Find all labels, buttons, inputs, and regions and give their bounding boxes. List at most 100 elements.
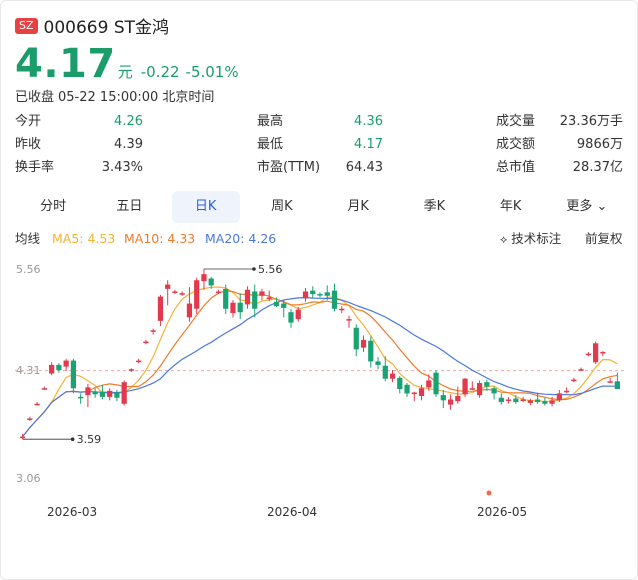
price-change-pct: -5.01% (185, 63, 239, 81)
candle-body (520, 399, 526, 401)
candle-body (244, 289, 251, 305)
x-axis-label-2: 2026-05 (477, 505, 528, 519)
candle-body (360, 339, 367, 348)
candle-body (527, 400, 533, 403)
candle-body (230, 302, 236, 314)
event-marker-dot (486, 490, 492, 496)
tab-6[interactable]: 年K (477, 191, 545, 223)
tab-label: 日K (194, 199, 217, 214)
candle-body (252, 291, 258, 309)
candle-body (99, 391, 106, 397)
candle-body (353, 327, 359, 350)
candle-body (607, 381, 613, 383)
candle-body (382, 365, 388, 379)
candle-body (418, 388, 425, 397)
tab-1[interactable]: 五日 (95, 191, 163, 223)
status-text: 已收盘 (15, 90, 55, 105)
tab-label: 月K (347, 199, 369, 214)
tech-annotation-toggle[interactable]: ⟡ 技术标注 (500, 230, 561, 249)
candle-body (426, 380, 432, 388)
candle-body (56, 364, 62, 371)
candle-body (375, 361, 381, 365)
candle-body (614, 381, 620, 390)
candle-body (288, 312, 294, 323)
candle-body (63, 360, 69, 367)
status-timezone: 北京时间 (162, 90, 215, 105)
tab-5[interactable]: 季K (400, 191, 468, 223)
tab-label: 年K (499, 199, 522, 214)
stat-value: 9866万 (576, 137, 623, 152)
candle-body (563, 390, 570, 393)
stat-label: 总市值 (496, 160, 536, 175)
candle-body (259, 291, 265, 296)
x-axis-label-1: 2026-04 (267, 505, 318, 519)
candle-body (585, 353, 591, 356)
candle-body (513, 398, 519, 403)
candle-body (411, 392, 417, 395)
candle-body (295, 309, 301, 320)
kline-chart[interactable]: 5.564.313.065.563.59 (15, 253, 625, 503)
candle-body (41, 388, 47, 390)
candle-body (389, 373, 396, 379)
stat-label: 市盈(TTM) (257, 160, 321, 175)
chevron-down-icon: ⌄ (592, 199, 608, 214)
candle-body (136, 360, 142, 363)
candle-body (215, 291, 222, 293)
price-change: -0.22 (140, 63, 180, 81)
candle-body (194, 280, 200, 309)
candle-body (85, 387, 91, 396)
candle-body (447, 399, 454, 405)
stat-value: 3.43% (101, 160, 143, 175)
ma20-value: MA20: 4.26 (205, 231, 277, 246)
candle-body (273, 301, 280, 307)
tab-label: 更多 (566, 199, 593, 214)
ma-label: 均线 (15, 231, 41, 246)
tab-3[interactable]: 周K (248, 191, 316, 223)
tab-0[interactable]: 分时 (19, 191, 87, 223)
candle-body (346, 319, 352, 321)
tab-label: 周K (271, 199, 293, 214)
candle-body (534, 399, 541, 403)
candle-body (600, 351, 606, 354)
candle-body (368, 340, 374, 362)
candle-body (593, 343, 599, 363)
stat-label: 成交额 (496, 137, 536, 152)
tab-7[interactable]: 更多 ⌄ (553, 191, 621, 223)
candle-body (549, 400, 555, 404)
stat-value: 4.17 (354, 137, 383, 152)
candle-body (455, 396, 461, 402)
tab-label: 分时 (40, 199, 67, 214)
tab-4[interactable]: 月K (324, 191, 392, 223)
candle-body (498, 397, 504, 403)
ma20-line (22, 296, 618, 437)
tab-label: 五日 (116, 199, 143, 214)
ma10-value: MA10: 4.33 (124, 231, 196, 246)
candle-body (70, 360, 77, 389)
candle-body (107, 390, 113, 397)
candle-body (78, 396, 84, 399)
candle-body (20, 436, 26, 439)
stat-value: 23.36万手 (559, 114, 623, 129)
stat-value: 4.26 (114, 114, 143, 129)
candle-body (491, 388, 497, 394)
x-axis-label-0: 2026-03 (47, 505, 98, 519)
candle-body (476, 383, 483, 396)
candle-body (505, 399, 512, 401)
stat-value: 28.37亿 (572, 160, 623, 175)
y-tick-label: 5.56 (16, 263, 41, 276)
candle-body (92, 391, 98, 395)
price-row: 4.17 元 -0.22 -5.01% (15, 41, 245, 87)
stat-value: 64.43 (345, 160, 383, 175)
candle-body (165, 284, 171, 289)
candle-body (397, 377, 403, 390)
candle-body (34, 403, 40, 406)
adjust-selector[interactable]: 前复权 (585, 231, 623, 246)
candle-body (404, 384, 410, 394)
stat-label: 昨收 (15, 137, 42, 152)
y-tick-label: 3.06 (16, 472, 41, 485)
stat-value: 4.36 (354, 114, 383, 129)
status-datetime: 05-22 15:00:00 (58, 90, 159, 105)
ma10-line (22, 290, 618, 437)
candle-body (556, 393, 562, 401)
tab-2[interactable]: 日K (171, 191, 240, 223)
